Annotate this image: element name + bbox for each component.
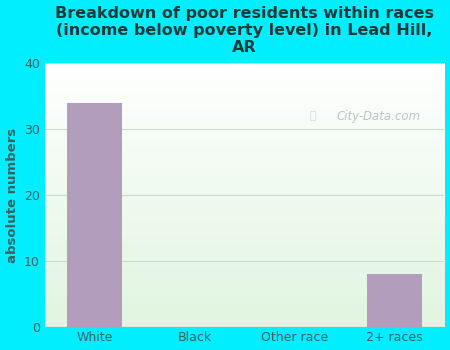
Bar [68, 103, 122, 327]
Text: 🔍: 🔍 [309, 111, 316, 121]
Title: Breakdown of poor residents within races
(income below poverty level) in Lead Hi: Breakdown of poor residents within races… [55, 6, 434, 55]
Y-axis label: absolute numbers: absolute numbers [5, 127, 18, 262]
Text: City-Data.com: City-Data.com [337, 110, 421, 122]
Bar [367, 274, 422, 327]
